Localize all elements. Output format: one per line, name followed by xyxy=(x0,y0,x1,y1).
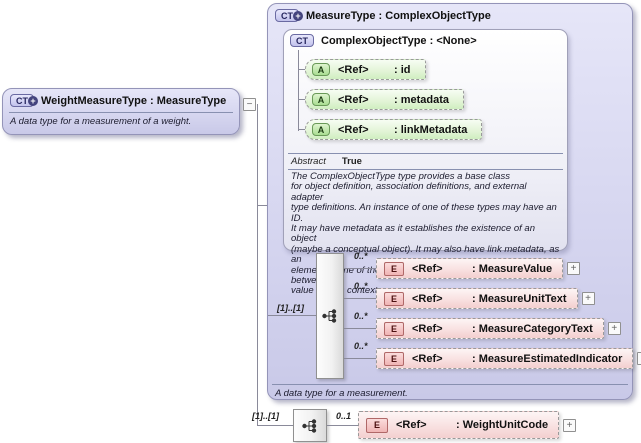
bottom-sequence-indicator[interactable] xyxy=(293,409,327,442)
sequence-occurrence: [1]..[1] xyxy=(277,303,304,313)
element-ref: <Ref> xyxy=(412,352,443,365)
complextype-icon-label: CT xyxy=(16,95,28,106)
expand-toggle[interactable]: + xyxy=(563,418,577,432)
measuretype-box[interactable]: CT + MeasureType : ComplexObjectType CT … xyxy=(267,3,641,400)
connector xyxy=(268,315,316,316)
element-name: : MeasureEstimatedIndicator xyxy=(472,352,623,365)
complextype-icon: CT xyxy=(290,34,314,47)
complextype-icon-label: CT xyxy=(296,35,308,46)
collapse-toggle[interactable]: − xyxy=(243,98,256,111)
sequence-icon xyxy=(322,309,337,323)
complexobjecttype-box[interactable]: CT ComplexObjectType : <None> A <Ref> : … xyxy=(283,29,568,296)
divider xyxy=(9,112,233,113)
element-occurrence: 0..* xyxy=(354,281,368,291)
connector xyxy=(344,298,376,299)
element-box[interactable]: E <Ref> : MeasureUnitText xyxy=(376,288,578,309)
attribute-row-id[interactable]: A <Ref> : id xyxy=(298,59,426,80)
complextype-icon: CT + xyxy=(275,9,303,22)
connector xyxy=(344,358,376,359)
sequence-icon xyxy=(302,418,317,433)
attribute-row-linkmetadata[interactable]: A <Ref> : linkMetadata xyxy=(298,119,483,140)
element-name: : WeightUnitCode xyxy=(456,419,549,431)
connector xyxy=(298,129,305,130)
element-box[interactable]: E <Ref> : MeasureValue xyxy=(376,258,564,279)
measuretype-annotation: A data type for a measurement. xyxy=(275,388,408,399)
element-ref: <Ref> xyxy=(396,419,427,431)
element-icon: E xyxy=(384,351,404,366)
connector xyxy=(344,328,376,329)
element-name: : MeasureValue xyxy=(472,262,553,275)
element-icon: E xyxy=(366,417,388,433)
measuretype-title: MeasureType : ComplexObjectType xyxy=(306,9,491,22)
expand-toggle[interactable]: + xyxy=(567,262,581,275)
weightmeasuretype-annotation: A data type for a measurement of a weigh… xyxy=(10,116,192,127)
element-row-measurecategorytext: 0..* E <Ref> : MeasureCategoryText + xyxy=(344,311,621,339)
attribute-spine xyxy=(298,50,299,131)
connector-to-measuretype xyxy=(257,205,267,206)
complextype-icon-label: CT xyxy=(281,10,293,21)
attribute-ref: <Ref> xyxy=(338,123,369,136)
attribute-icon: A xyxy=(312,63,330,76)
element-row-measureunittext: 0..* E <Ref> : MeasureUnitText + xyxy=(344,281,595,309)
divider xyxy=(288,169,563,170)
element-box[interactable]: E <Ref> : MeasureEstimatedIndicator xyxy=(376,348,634,369)
expand-toggle[interactable]: + xyxy=(637,352,641,365)
weightmeasuretype-title: WeightMeasureType : MeasureType xyxy=(41,94,227,107)
attribute-ref: <Ref> xyxy=(338,93,369,106)
attribute-ref: <Ref> xyxy=(338,63,369,76)
complexobjecttype-title: ComplexObjectType : <None> xyxy=(321,34,477,47)
expand-toggle[interactable]: + xyxy=(581,292,595,305)
connector-trunk xyxy=(257,104,258,425)
complextype-icon: CT + xyxy=(10,94,38,107)
abstract-facet: Abstract True xyxy=(286,155,367,168)
connector xyxy=(298,69,305,70)
sequence-indicator[interactable] xyxy=(316,253,344,379)
attribute-box[interactable]: A <Ref> : linkMetadata xyxy=(305,119,483,140)
divider xyxy=(288,153,563,154)
attribute-box[interactable]: A <Ref> : id xyxy=(305,59,426,80)
bottom-sequence-occurrence: [1]..[1] xyxy=(252,411,279,421)
element-box[interactable]: E <Ref> : WeightUnitCode xyxy=(358,411,560,439)
element-row-weightunitcode: E <Ref> : WeightUnitCode + xyxy=(358,411,577,439)
derived-plus-icon: + xyxy=(28,96,38,106)
connector xyxy=(327,425,358,426)
element-box[interactable]: E <Ref> : MeasureCategoryText xyxy=(376,318,604,339)
connector xyxy=(344,268,376,269)
attribute-icon: A xyxy=(312,93,330,106)
abstract-label: Abstract xyxy=(291,156,326,167)
attribute-row-metadata[interactable]: A <Ref> : metadata xyxy=(298,89,465,110)
element-occurrence: 0..1 xyxy=(336,411,352,421)
attribute-name: : linkMetadata xyxy=(394,123,468,136)
weightmeasuretype-header: CT + WeightMeasureType : MeasureType xyxy=(3,89,239,112)
connector xyxy=(298,99,305,100)
element-ref: <Ref> xyxy=(412,262,443,275)
complexobjecttype-header: CT ComplexObjectType : <None> xyxy=(284,30,567,51)
attribute-name: : metadata xyxy=(394,93,450,106)
attribute-name: : id xyxy=(394,63,411,76)
complexobjecttype-description: The ComplexObjectType type provides a ba… xyxy=(291,171,560,297)
element-icon: E xyxy=(384,321,404,336)
element-ref: <Ref> xyxy=(412,292,443,305)
attribute-icon: A xyxy=(312,123,330,136)
measuretype-header: CT + MeasureType : ComplexObjectType xyxy=(268,4,632,27)
expand-toggle[interactable]: + xyxy=(607,322,621,335)
divider xyxy=(272,384,628,385)
weightmeasuretype-box[interactable]: CT + WeightMeasureType : MeasureType A d… xyxy=(2,88,240,135)
derived-plus-icon: + xyxy=(293,11,303,21)
element-name: : MeasureCategoryText xyxy=(472,322,593,335)
connector-to-bottom-sequence xyxy=(257,425,293,426)
element-occurrence: 0..* xyxy=(354,251,368,261)
element-row-measurevalue: 0..* E <Ref> : MeasureValue + xyxy=(344,251,581,279)
attribute-box[interactable]: A <Ref> : metadata xyxy=(305,89,465,110)
element-row-measureestimatedindicator: 0..* E <Ref> : MeasureEstimatedIndicator… xyxy=(344,341,641,369)
element-icon: E xyxy=(384,291,404,306)
element-icon: E xyxy=(384,261,404,276)
element-ref: <Ref> xyxy=(412,322,443,335)
element-occurrence: 0..* xyxy=(354,311,368,321)
abstract-value: True xyxy=(341,156,362,167)
element-name: : MeasureUnitText xyxy=(472,292,567,305)
element-occurrence: 0..* xyxy=(354,341,368,351)
